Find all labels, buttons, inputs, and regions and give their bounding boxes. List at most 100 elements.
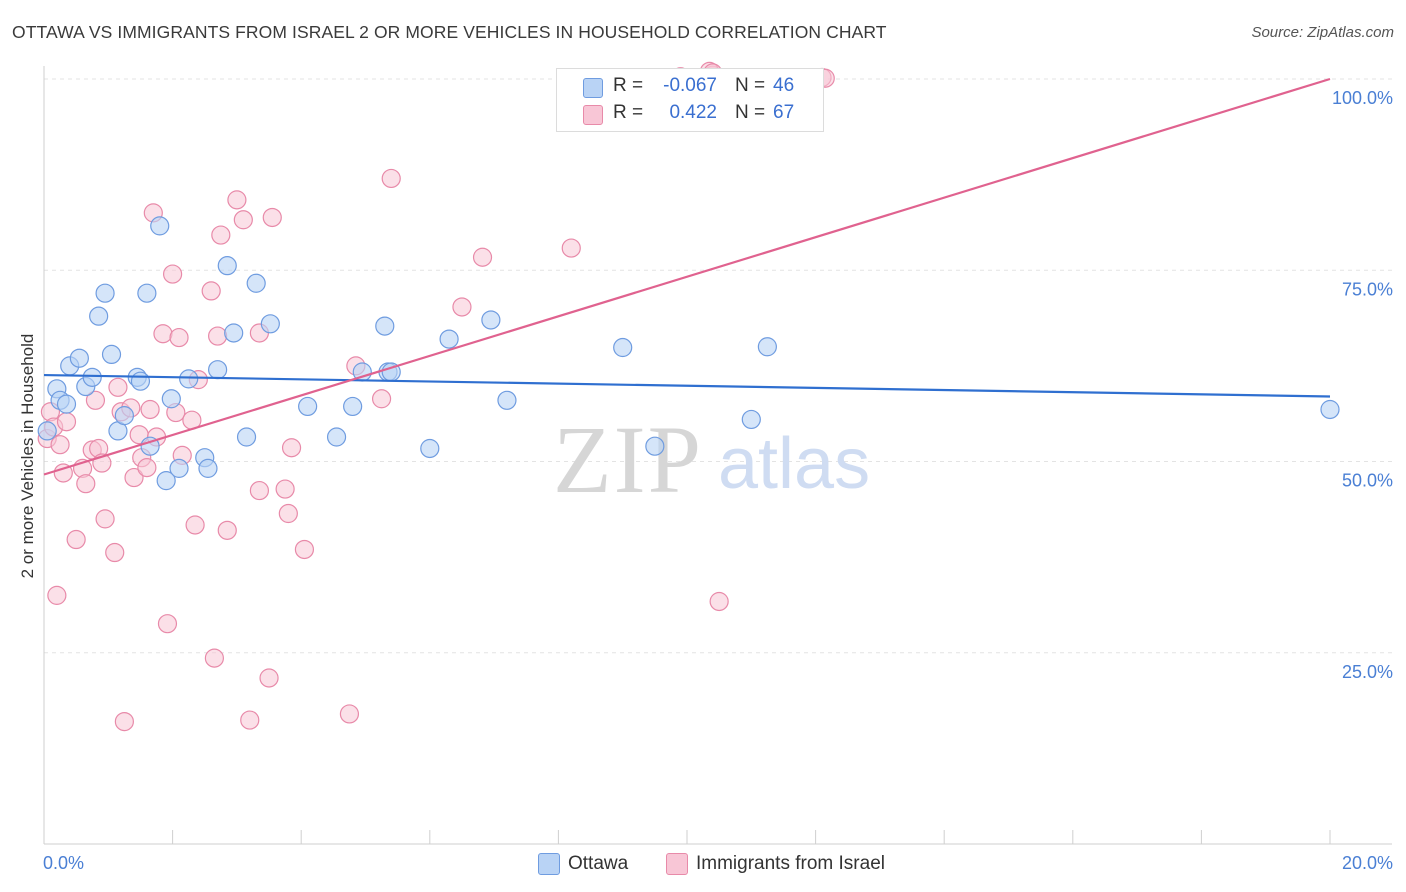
- data-point-ottawa: [198, 458, 218, 478]
- legend-r-value: 0.422: [669, 102, 717, 123]
- data-point-ottawa: [260, 314, 280, 334]
- data-point-ottawa: [69, 348, 89, 368]
- data-point-ottawa: [179, 369, 199, 389]
- correlation-legend: R = -0.067 N = 46 R = 0.422 N = 67: [556, 68, 824, 132]
- data-point-ottawa: [298, 396, 318, 417]
- data-point-israel: [163, 264, 183, 284]
- data-point-ottawa: [439, 329, 459, 349]
- y-tick-label: 50.0%: [1342, 471, 1393, 491]
- data-point-israel: [294, 539, 315, 560]
- data-point-ottawa: [161, 389, 181, 409]
- data-point-ottawa: [156, 471, 176, 491]
- data-point-israel: [709, 591, 729, 612]
- data-point-israel: [208, 326, 228, 346]
- trend-lines: [43, 77, 1331, 476]
- data-point-ottawa: [741, 409, 761, 430]
- data-point-israel: [211, 225, 231, 245]
- legend-r-label: R =: [613, 102, 644, 123]
- data-point-israel: [201, 281, 221, 301]
- data-point-ottawa: [343, 396, 363, 417]
- data-point-israel: [472, 247, 493, 267]
- data-point-ottawa: [56, 394, 77, 414]
- legend-n-value: 67: [773, 102, 795, 123]
- data-point-israel: [56, 412, 77, 432]
- data-point-israel: [114, 711, 134, 732]
- source-label: Source: ZipAtlas.com: [1251, 24, 1394, 41]
- x-tick-label: 20.0%: [1342, 853, 1393, 873]
- data-point-ottawa: [1320, 399, 1340, 420]
- data-point-israel: [157, 614, 178, 634]
- data-point-israel: [278, 503, 298, 524]
- data-point-ottawa: [645, 436, 665, 456]
- data-point-israel: [227, 190, 247, 210]
- data-point-israel: [339, 704, 360, 724]
- y-tick-label: 100.0%: [1332, 88, 1393, 108]
- data-point-ottawa: [326, 427, 347, 447]
- data-point-israel: [259, 668, 279, 688]
- data-point-ottawa: [217, 256, 237, 276]
- x-tick-label: 0.0%: [43, 853, 84, 873]
- data-point-ottawa: [420, 438, 440, 459]
- data-point-ottawa: [613, 337, 633, 358]
- legend-label-ottawa: Ottawa: [568, 853, 629, 874]
- data-point-ottawa: [82, 367, 102, 387]
- legend-r-value: -0.067: [663, 75, 717, 96]
- data-point-ottawa: [150, 216, 170, 236]
- data-point-ottawa: [140, 436, 160, 456]
- data-point-israel: [105, 542, 125, 563]
- legend-swatch-israel: [666, 853, 688, 875]
- watermark: ZIP atlas: [553, 406, 870, 513]
- legend-n-label: N =: [735, 75, 766, 96]
- legend-n-value: 46: [773, 75, 795, 96]
- data-point-israel: [53, 463, 73, 483]
- data-point-israel: [153, 324, 173, 344]
- data-point-ottawa: [246, 273, 266, 293]
- data-point-israel: [240, 710, 260, 730]
- data-point-israel: [50, 435, 70, 455]
- data-point-israel: [452, 297, 472, 317]
- data-point-ottawa: [137, 283, 157, 303]
- data-point-israel: [76, 474, 96, 494]
- data-point-ottawa: [37, 421, 57, 441]
- grid-lines: [44, 78, 1392, 654]
- data-point-israel: [169, 327, 189, 348]
- data-point-israel: [140, 399, 160, 420]
- data-point-ottawa: [224, 323, 244, 343]
- data-point-israel: [281, 438, 302, 458]
- data-point-israel: [124, 467, 144, 488]
- data-point-israel: [85, 390, 106, 410]
- data-point-ottawa: [95, 283, 115, 303]
- legend-r-label: R =: [613, 75, 644, 96]
- data-point-israel: [217, 520, 237, 540]
- data-point-ottawa: [130, 371, 151, 391]
- series-israel-points: [37, 61, 835, 732]
- legend-n-label: N =: [735, 102, 766, 123]
- data-point-israel: [185, 515, 205, 535]
- data-point-israel: [204, 648, 224, 668]
- series-ottawa-points: [37, 216, 1340, 491]
- data-point-ottawa: [236, 427, 257, 447]
- data-point-israel: [233, 210, 253, 230]
- data-point-ottawa: [89, 306, 109, 326]
- legend-label-israel: Immigrants from Israel: [696, 853, 885, 874]
- data-point-ottawa: [169, 458, 189, 478]
- legend-swatch-ottawa: [583, 78, 603, 98]
- data-point-israel: [95, 509, 115, 529]
- chart-title: OTTAWA VS IMMIGRANTS FROM ISRAEL 2 OR MO…: [12, 22, 887, 42]
- y-tick-label: 75.0%: [1342, 279, 1393, 299]
- data-point-israel: [137, 458, 157, 478]
- data-point-israel: [371, 389, 392, 409]
- data-point-israel: [561, 238, 581, 258]
- series-legend: Ottawa Immigrants from Israel: [0, 852, 1406, 878]
- data-point-israel: [381, 168, 401, 189]
- trend-line-ottawa: [43, 373, 1331, 398]
- data-point-israel: [275, 479, 295, 499]
- data-point-ottawa: [481, 310, 501, 330]
- data-point-ottawa: [375, 316, 395, 336]
- legend-swatch-ottawa: [538, 853, 560, 875]
- watermark-zip: ZIP: [553, 406, 703, 513]
- data-point-ottawa: [497, 390, 517, 410]
- tick-labels: 25.0% 50.0% 75.0% 100.0% 0.0% 20.0%: [43, 88, 1393, 873]
- data-point-israel: [249, 480, 270, 501]
- axes: [43, 66, 1392, 845]
